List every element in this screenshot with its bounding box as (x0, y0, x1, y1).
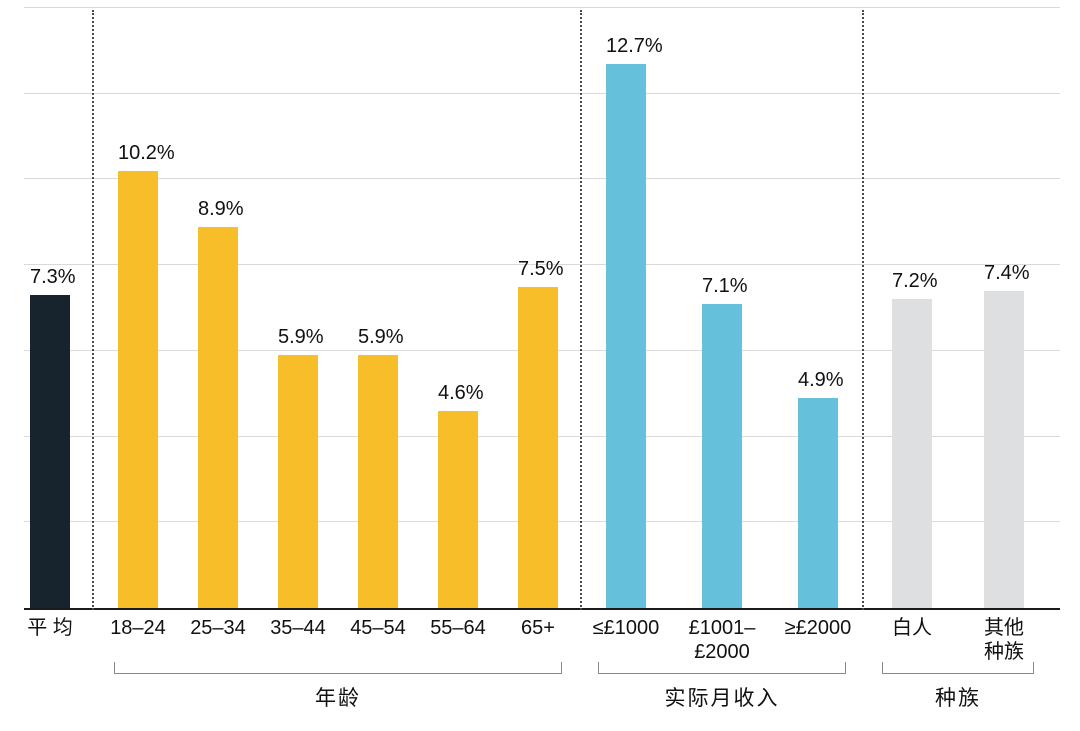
x-tick-label: 65+ (521, 616, 555, 640)
bar-value-label: 5.9% (358, 326, 398, 355)
group-labels: 年龄 实际月收入 种族 (24, 682, 1060, 712)
group-label: 种族 (935, 682, 981, 712)
group-bracket (882, 662, 1034, 674)
bar-value-label: 5.9% (278, 326, 318, 355)
bar: 7.5% (518, 287, 558, 608)
group-separator (92, 10, 94, 610)
bar-value-label: 4.9% (798, 369, 838, 398)
bar: 7.3% (30, 295, 70, 608)
bar-value-label: 10.2% (118, 142, 158, 171)
group-separator (862, 10, 864, 610)
bar: 4.6% (438, 411, 478, 608)
bar-value-label: 4.6% (438, 382, 478, 411)
bar: 5.9% (358, 355, 398, 608)
x-tick-label: 35–44 (270, 616, 326, 640)
bar-value-label: 12.7% (606, 35, 646, 64)
bar: 5.9% (278, 355, 318, 608)
bar-value-label: 7.1% (702, 275, 742, 304)
bar-value-label: 7.5% (518, 258, 558, 287)
bar: 7.1% (702, 304, 742, 608)
bar: 10.2% (118, 171, 158, 608)
bar-chart: 7.3%10.2%8.9%5.9%5.9%4.6%7.5%12.7%7.1%4.… (24, 10, 1060, 720)
x-tick-label: 白人 (892, 616, 932, 640)
bar: 7.4% (984, 291, 1024, 608)
bar-value-label: 8.9% (198, 198, 238, 227)
gridline (24, 93, 1060, 94)
x-tick-label: £1001– £2000 (689, 616, 756, 664)
bar-value-label: 7.2% (892, 270, 932, 299)
x-tick-label: 25–34 (190, 616, 246, 640)
x-tick-label: 其他种族 (976, 616, 1032, 664)
bar: 4.9% (798, 398, 838, 608)
group-separator (580, 10, 582, 610)
group-label: 实际月收入 (665, 682, 780, 712)
x-tick-label: 45–54 (350, 616, 406, 640)
bar-value-label: 7.4% (984, 262, 1024, 291)
group-bracket (114, 662, 562, 674)
x-tick-label: 平 均 (27, 616, 73, 640)
x-tick-label: ≥£2000 (785, 616, 852, 640)
bar: 12.7% (606, 64, 646, 608)
group-bracket (598, 662, 846, 674)
bar: 7.2% (892, 299, 932, 608)
plot-area: 7.3%10.2%8.9%5.9%5.9%4.6%7.5%12.7%7.1%4.… (24, 10, 1060, 610)
bar: 8.9% (198, 227, 238, 608)
x-tick-label: 55–64 (430, 616, 486, 640)
group-label: 年龄 (315, 682, 361, 712)
bar-value-label: 7.3% (30, 266, 70, 295)
x-tick-label: ≤£1000 (593, 616, 660, 640)
x-tick-label: 18–24 (110, 616, 166, 640)
gridline (24, 7, 1060, 8)
gridline (24, 178, 1060, 179)
